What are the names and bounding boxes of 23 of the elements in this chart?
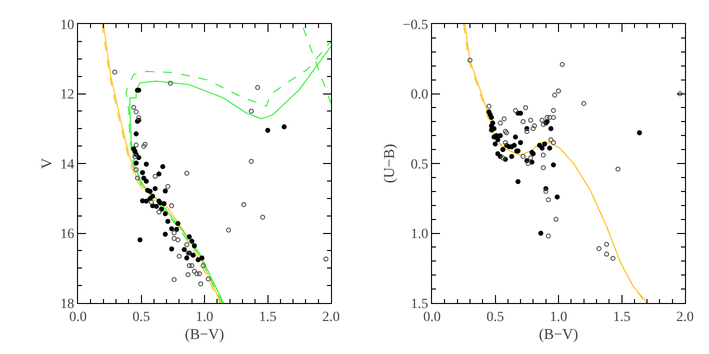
x-tick-label: 0.5 (486, 310, 504, 325)
x-axis-title: (B−V) (538, 326, 578, 343)
y-axis-title: V (39, 158, 56, 169)
y-tick-label: 16 (60, 227, 74, 242)
x-tick-label: 1.5 (259, 310, 276, 325)
x-tick-label: 0.0 (423, 310, 441, 325)
y-axis-title: (U−B) (382, 144, 398, 184)
x-tick-label: 2.0 (322, 310, 340, 325)
y-tick-label: 12 (60, 88, 74, 103)
y-tick-label: 1.5 (410, 296, 428, 312)
x-tick-label: 1.0 (196, 310, 214, 325)
y-tick-label: 0.5 (410, 157, 428, 172)
x-tick-label: 1.0 (550, 310, 568, 325)
y-tick-label: 0.0 (410, 88, 428, 103)
y-tick-label: 10 (60, 18, 74, 33)
x-tick-label: 1.5 (613, 310, 630, 325)
y-tick-label: −0.5 (402, 18, 428, 33)
y-tick-label: 1.0 (410, 227, 428, 242)
x-axis-title: (B−V) (184, 326, 224, 343)
x-tick-label: 2.0 (676, 310, 694, 325)
y-tick-label: 14 (60, 157, 74, 172)
y-tick-label: 18 (60, 296, 74, 312)
x-tick-label: 0.5 (132, 310, 150, 325)
